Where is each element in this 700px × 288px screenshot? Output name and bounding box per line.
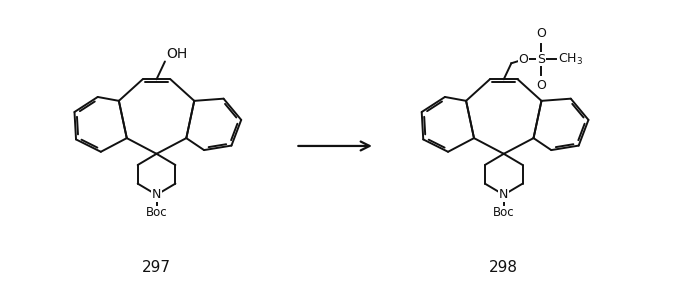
Text: O: O: [536, 79, 546, 92]
Text: 297: 297: [142, 260, 171, 275]
Text: O: O: [518, 53, 528, 66]
Text: 298: 298: [489, 260, 518, 275]
Text: S: S: [537, 53, 545, 66]
Text: CH$_3$: CH$_3$: [558, 52, 583, 67]
Text: Boc: Boc: [493, 206, 514, 219]
Text: N: N: [152, 188, 161, 201]
Text: OH: OH: [166, 47, 187, 60]
Text: Boc: Boc: [146, 206, 167, 219]
Text: N: N: [499, 188, 508, 201]
Text: O: O: [536, 27, 546, 40]
